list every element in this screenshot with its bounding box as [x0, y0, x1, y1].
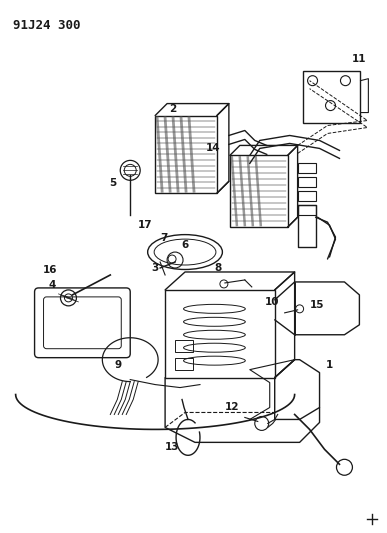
Text: 5: 5 [110, 179, 117, 188]
Bar [298, 164, 315, 173]
Text: 91J24 300: 91J24 300 [13, 19, 80, 32]
Text: 14: 14 [205, 143, 220, 154]
Text: 6: 6 [182, 240, 188, 250]
Text: 13: 13 [165, 442, 179, 453]
Text: 3: 3 [152, 263, 159, 273]
Bar [175, 340, 193, 352]
Bar [298, 177, 315, 187]
Bar [298, 205, 315, 215]
Text: 15: 15 [310, 300, 325, 310]
Bar [303, 71, 360, 123]
Text: 4: 4 [49, 280, 56, 290]
Text: 16: 16 [43, 265, 58, 275]
Bar [165, 290, 275, 377]
Text: 10: 10 [264, 297, 279, 307]
Bar [155, 116, 217, 193]
Text: 9: 9 [115, 360, 122, 370]
Text: 17: 17 [138, 220, 152, 230]
Text: 2: 2 [170, 103, 177, 114]
Text: 8: 8 [214, 263, 221, 273]
Bar [175, 358, 193, 369]
Text: 11: 11 [352, 54, 366, 64]
Text: 12: 12 [224, 402, 239, 413]
Bar [230, 156, 288, 227]
Text: 1: 1 [326, 360, 333, 370]
Text: 7: 7 [161, 233, 168, 243]
Bar [298, 191, 315, 201]
